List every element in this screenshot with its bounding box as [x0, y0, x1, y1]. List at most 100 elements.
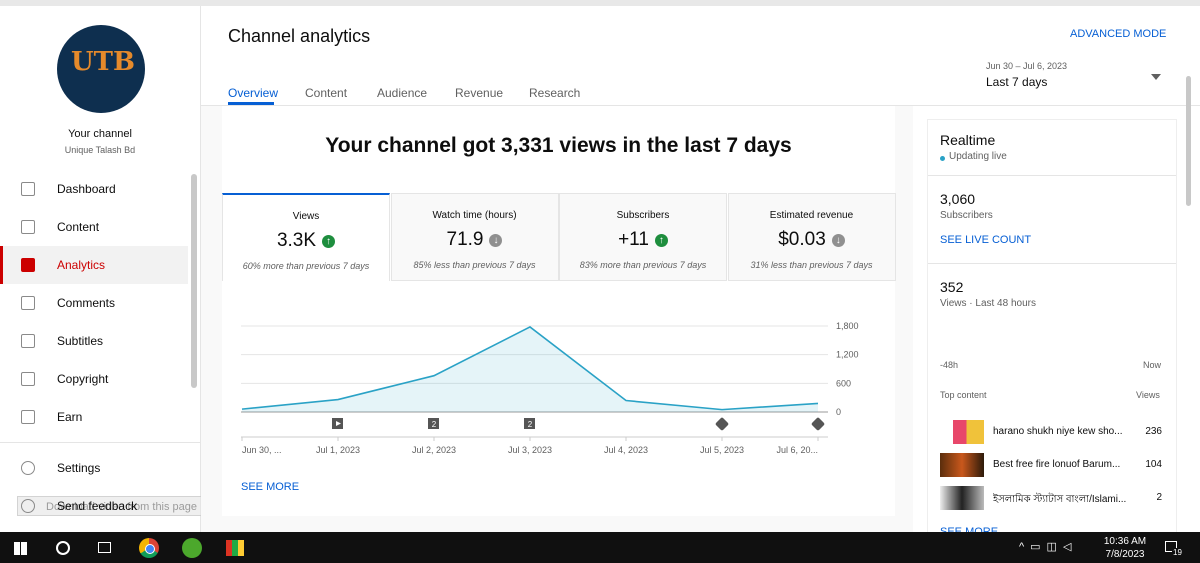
app-icon[interactable] [226, 540, 244, 556]
date-range: Jun 30 – Jul 6, 2023 [986, 61, 1068, 71]
divider [0, 442, 200, 443]
metric-label: Estimated revenue [769, 210, 854, 221]
task-view[interactable] [98, 542, 111, 553]
y-tick-label: 0 [836, 407, 841, 417]
nav-icon [21, 461, 35, 475]
utorrent-icon[interactable] [182, 538, 202, 558]
event-icon [336, 421, 341, 426]
tab-underline [228, 102, 274, 105]
divider [928, 263, 1176, 264]
metric-note: 60% more than previous 7 days [242, 261, 370, 271]
event-label: 2 [432, 420, 437, 429]
nav-item[interactable]: Analytics [0, 246, 188, 284]
tab[interactable]: Overview [228, 86, 279, 100]
event-marker [811, 417, 825, 431]
trend-icon: ↓ [489, 233, 503, 247]
page-title: Channel analytics [228, 26, 371, 46]
metric-value: 71.9 [446, 229, 484, 250]
tab[interactable]: Content [305, 86, 348, 100]
clock-time: 10:36 AM [1103, 536, 1147, 547]
nav-item[interactable]: Dashboard [0, 170, 188, 208]
trend-icon: ↓ [831, 233, 845, 247]
metric-card[interactable]: Estimated revenue $0.03 ↓ 31% less than pre… [727, 193, 896, 281]
download-overlay[interactable]: Download video from this page [17, 496, 262, 516]
nav-item[interactable]: Comments [0, 284, 188, 322]
trend-icon: ↑ [322, 234, 336, 248]
item-views: 104 [1145, 459, 1162, 470]
nav-item[interactable]: Earn [0, 398, 188, 436]
metric-note: 85% less than previous 7 days [413, 260, 536, 270]
tab[interactable]: Research [529, 86, 581, 100]
nav-icon [21, 182, 35, 196]
metric-value: $0.03 [778, 229, 826, 250]
thumbnail[interactable] [940, 420, 984, 444]
event-marker [715, 417, 729, 431]
nav-item[interactable]: Copyright [0, 360, 188, 398]
views-label: Views · Last 48 hours [940, 298, 1036, 309]
item-views: 2 [1156, 492, 1162, 503]
metric-card[interactable]: Watch time (hours) 71.9 ↓ 85% less than pre… [390, 193, 559, 281]
metric-value: +11 [618, 229, 649, 250]
nav-icon [21, 499, 35, 513]
live-status: Updating live [949, 151, 1007, 162]
see-more[interactable]: SEE MORE [241, 481, 300, 493]
metric-value: 3.3K [276, 230, 317, 251]
nav-item[interactable]: Send feedback [0, 487, 188, 525]
thumbnail[interactable] [940, 486, 984, 510]
nav-icon [21, 258, 35, 272]
clock-date: 7/8/2023 [1105, 549, 1145, 560]
nav-icon [21, 410, 35, 424]
dropdown-arrow[interactable] [1151, 74, 1161, 80]
channel-title: Your channel [68, 128, 132, 140]
nav-item[interactable]: Content [0, 208, 188, 246]
item-title[interactable]: ইসলামিক স্ট্যাটাস বাংলা/Islami... [993, 494, 1127, 505]
metric-label: Watch time (hours) [432, 210, 517, 221]
nav-label: Dashboard [57, 182, 116, 196]
search-button[interactable] [56, 541, 70, 555]
nav-item[interactable]: Subtitles [0, 322, 188, 360]
scrollbar [191, 174, 197, 388]
tab[interactable]: Audience [377, 86, 428, 100]
scrollbar [1186, 76, 1191, 206]
metric-card[interactable]: Views 3.3K ↑ 60% more than previous 7 days [222, 193, 390, 281]
realtime-card: Realtime Updating live 3,060 Subscribers… [927, 119, 1177, 541]
nav-icon [21, 372, 35, 386]
live-dot [940, 156, 945, 161]
thumbnail[interactable] [940, 453, 984, 477]
nav-label: Copyright [57, 372, 109, 386]
item-title[interactable]: harano shukh niye kew sho... [993, 426, 1123, 437]
x-tick-label: Jul 6, 20... [776, 445, 818, 455]
nav-label: Send feedback [57, 499, 138, 513]
nav-item[interactable]: Settings [0, 449, 188, 487]
metric-card[interactable]: Subscribers +11 ↑ 83% more than previous 7 … [559, 193, 727, 281]
advanced-mode[interactable]: ADVANCED MODE [1070, 28, 1167, 40]
metric-value-row: +11 ↑ [560, 229, 726, 251]
nav-label: Comments [57, 296, 116, 310]
event-label: 2 [528, 420, 533, 429]
period[interactable]: Last 7 days [986, 75, 1048, 89]
item-title[interactable]: Best free fire lonuof Barum... [993, 459, 1121, 470]
metric-note: 31% less than previous 7 days [750, 260, 873, 270]
nav-label: Analytics [57, 258, 106, 272]
views-head: Views [1136, 390, 1160, 400]
chrome-icon[interactable] [139, 538, 159, 558]
divider [201, 105, 1200, 106]
nav-label: Content [57, 220, 100, 234]
y-tick-label: 1,800 [836, 321, 859, 331]
area [242, 326, 818, 412]
nav-label: Subtitles [57, 334, 104, 348]
start-button[interactable] [14, 542, 27, 555]
divider [928, 175, 1176, 176]
tab[interactable]: Revenue [455, 86, 504, 100]
y-tick-label: 1,200 [836, 350, 859, 360]
nav-label: Earn [57, 410, 83, 424]
x-tick-label: Jun 30, ... [242, 445, 282, 455]
notification-count: 19 [1172, 548, 1183, 557]
headline: Your channel got 3,331 views in the last… [325, 134, 792, 157]
live-count[interactable]: SEE LIVE COUNT [940, 234, 1032, 246]
y-tick-label: 600 [836, 378, 851, 388]
notifications[interactable] [1165, 541, 1177, 552]
channel-name: Unique Talash Bd [64, 145, 136, 155]
x-tick-label: Jul 2, 2023 [412, 445, 456, 455]
